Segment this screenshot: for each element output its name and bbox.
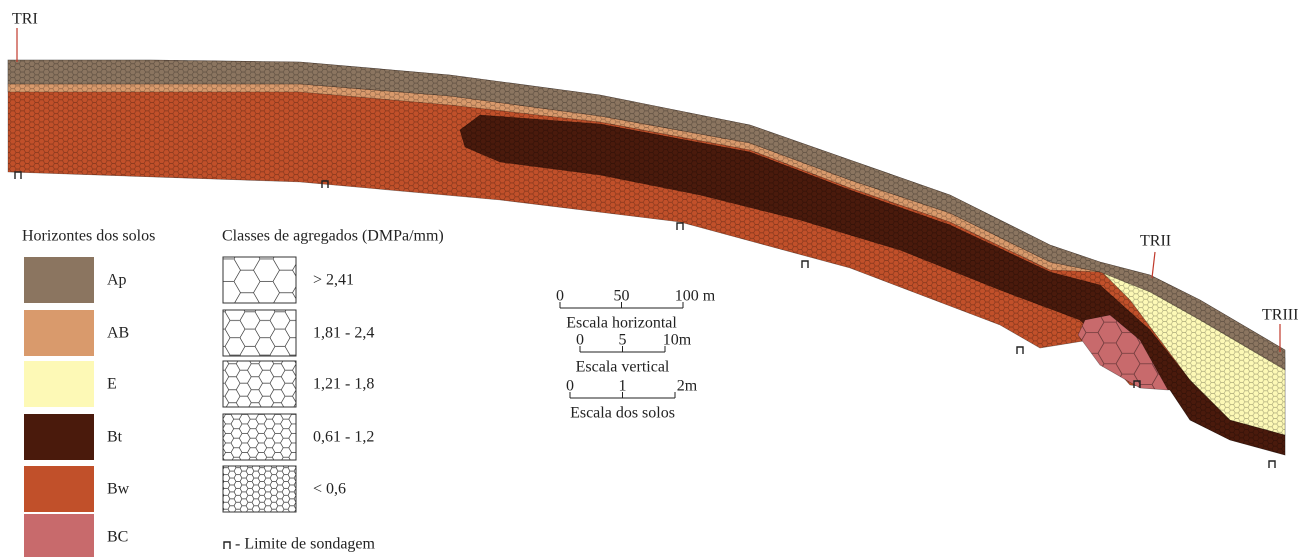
horizon-label: Bt: [107, 429, 123, 446]
probe-limit-mark: [224, 542, 230, 549]
probe-limit-mark: [1269, 461, 1275, 468]
horizon-swatch: [24, 310, 94, 356]
legend-title: Classes de agregados (DMPa/mm): [222, 228, 444, 245]
scale-tick-label: 0: [566, 378, 574, 395]
profile-label: TRIII: [1262, 307, 1298, 324]
probe-limit-mark: [15, 172, 21, 179]
scale-label: Escala dos solos: [570, 405, 675, 422]
scale-tick-label: 0: [576, 332, 584, 349]
aggregate-label: 1,81 - 2,4: [313, 325, 374, 342]
aggregate-label: < 0,6: [313, 481, 346, 498]
aggregate-label: 1,21 - 1,8: [313, 376, 374, 393]
horizon-label: Bw: [107, 481, 130, 498]
scale-tick-label: 10m: [663, 332, 692, 349]
aggregate-label: > 2,41: [313, 272, 354, 289]
scale-tick-label: 0: [556, 288, 564, 305]
probe-limit-mark: [677, 223, 683, 230]
probe-limit-mark: [1017, 347, 1023, 354]
scale-tick-label: 50: [614, 288, 630, 305]
horizon-label: Ap: [107, 272, 127, 289]
scale-tick-label: 5: [619, 332, 627, 349]
scale-label: Escala vertical: [576, 359, 670, 376]
horizon-label: AB: [107, 325, 129, 342]
aggregate-swatch: [223, 310, 296, 356]
probe-limit-label: - Limite de sondagem: [235, 536, 376, 553]
aggregate-label: 0,61 - 1,2: [313, 429, 374, 446]
horizon-swatch: [24, 466, 94, 512]
soil-profile: [8, 60, 1285, 455]
aggregate-swatch: [223, 466, 296, 512]
profile-label: TRI: [12, 11, 38, 28]
scale-tick-label: 1: [619, 378, 627, 395]
horizon-swatch: [24, 361, 94, 407]
horizon-label: E: [107, 376, 117, 393]
profile-label: TRII: [1140, 233, 1171, 250]
horizon-swatch: [24, 514, 94, 557]
aggregate-swatch: [223, 257, 296, 303]
soil-toposequence: TRI TRII TRIII Horizontes dos solos Ap AB E Bt B…: [0, 0, 1314, 557]
probe-limit-mark: [802, 261, 808, 268]
scale-tick-label: 2m: [677, 378, 698, 395]
horizon-swatch: [24, 414, 94, 460]
scale-label: Escala horizontal: [566, 315, 677, 332]
profile-marker: [1152, 252, 1155, 278]
scale-tick-label: 100 m: [675, 288, 716, 305]
horizon-label: BC: [107, 529, 128, 546]
legend-title: Horizontes dos solos: [22, 228, 155, 245]
aggregate-swatch: [223, 361, 296, 407]
aggregate-swatch: [223, 414, 296, 460]
horizon-swatch: [24, 257, 94, 303]
